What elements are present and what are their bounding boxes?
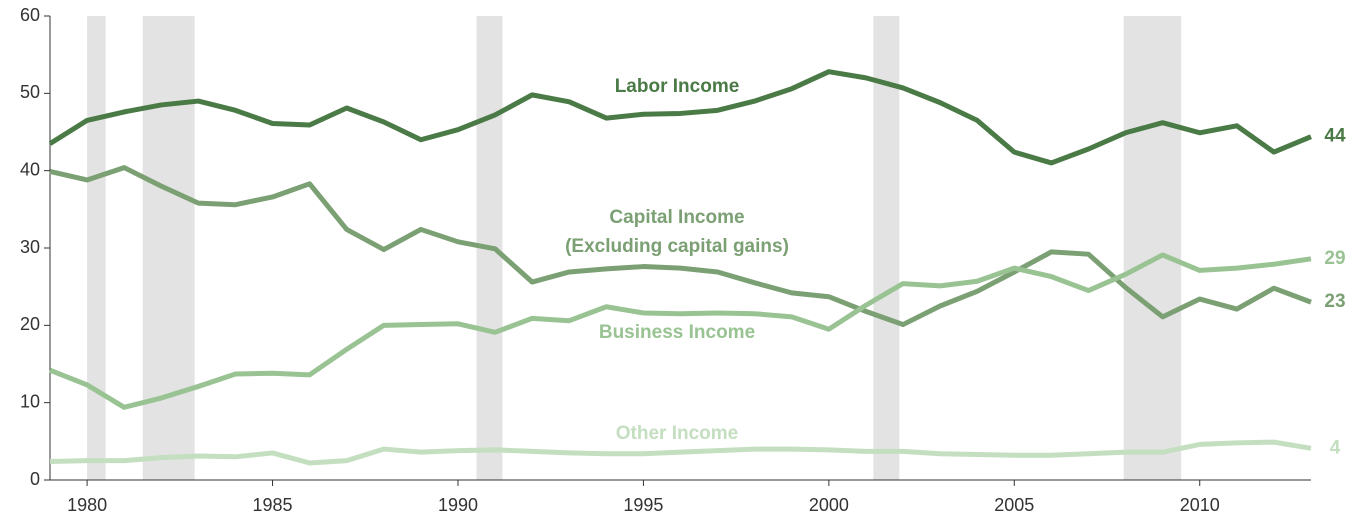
series-line — [49, 439, 1312, 466]
series-label: Other Income — [616, 423, 738, 444]
x-tick-label: 1990 — [438, 495, 478, 515]
end-label: 4 — [1330, 437, 1341, 458]
series-label: Capital Income — [609, 207, 744, 228]
recession-band — [142, 16, 195, 480]
x-tick-label: 1995 — [623, 495, 663, 515]
y-tick-label: 30 — [20, 237, 40, 257]
x-tick-label: 2005 — [994, 495, 1034, 515]
y-tick-label: 50 — [20, 82, 40, 102]
y-tick-label: 40 — [20, 159, 40, 179]
series-line — [48, 69, 1312, 166]
recession-band — [87, 16, 106, 480]
x-tick-label: 1985 — [253, 495, 293, 515]
end-label: 29 — [1324, 248, 1345, 269]
end-label: 44 — [1324, 126, 1346, 147]
series-line — [49, 252, 1312, 410]
series-sublabel: (Excluding capital gains) — [565, 236, 789, 257]
y-tick-label: 20 — [20, 314, 40, 334]
end-label: 23 — [1324, 291, 1345, 312]
y-tick-label: 60 — [20, 5, 40, 25]
series-label: Labor Income — [615, 76, 740, 97]
y-tick-label: 10 — [20, 391, 40, 411]
recession-band — [873, 16, 900, 480]
recession-band — [1123, 16, 1182, 480]
x-tick-label: 2010 — [1180, 495, 1220, 515]
x-tick-label: 1980 — [67, 495, 107, 515]
x-tick-label: 2000 — [809, 495, 849, 515]
series-label: Business Income — [599, 322, 755, 343]
series-line — [49, 165, 1312, 328]
y-tick-label: 0 — [30, 469, 40, 489]
